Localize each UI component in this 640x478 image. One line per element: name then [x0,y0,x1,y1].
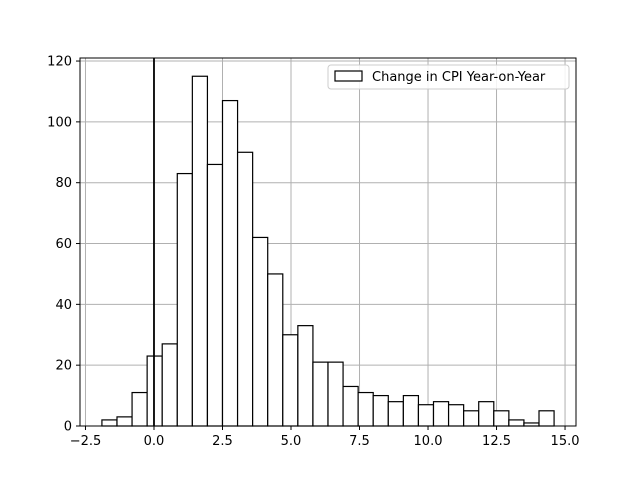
histogram-bar [131,391,148,427]
histogram-bar [282,334,299,427]
y-tick-label: 80 [55,176,72,191]
x-axis-ticks: −2.5 0.0 2.5 5.0 7.5 10.0 12.5 15.0 [70,426,580,449]
histogram-bar [116,416,133,427]
y-tick-label: 120 [47,55,72,70]
histogram-bars [101,75,555,427]
histogram-bar [101,419,118,427]
histogram-bar [327,361,344,427]
histogram-bar [161,343,178,427]
histogram-bar [191,75,209,427]
histogram-bar [221,99,239,427]
histogram-bar [267,273,284,427]
histogram-bar [447,404,465,427]
x-tick-label: 5.0 [281,434,302,449]
histogram-bar [508,419,525,427]
histogram-bar [478,401,495,427]
histogram-bar [402,394,420,427]
y-tick-label: 0 [64,420,72,435]
grid-lines [80,58,576,427]
histogram-bar [357,391,374,427]
x-tick-label: 15.0 [551,434,580,449]
legend-label: Change in CPI Year-on-Year [372,70,546,85]
y-tick-label: 20 [55,359,72,374]
y-tick-label: 100 [47,115,72,130]
histogram-bar [387,401,404,427]
x-tick-label: 12.5 [482,434,511,449]
histogram-bar [432,401,450,427]
legend: Change in CPI Year-on-Year [327,64,570,90]
legend-swatch [334,70,363,82]
histogram-bar [417,404,435,427]
histogram-bar [176,172,193,427]
x-tick-label: 2.5 [212,434,233,449]
y-axis-ticks: 0 20 40 60 80 100 120 [47,55,80,435]
x-tick-label: 7.5 [349,434,370,449]
histogram-bar [252,236,269,427]
histogram-bar [493,410,510,427]
axes-frame [79,57,577,427]
x-tick-label: 0.0 [144,434,165,449]
histogram-bar [372,394,389,427]
legend-box [327,64,570,90]
histogram-bar [206,163,224,427]
y-tick-label: 60 [55,237,72,252]
histogram-bar [463,410,480,427]
histogram-bar [538,410,555,427]
histogram-bar [312,361,329,427]
x-tick-label: −2.5 [70,434,102,449]
y-tick-label: 40 [55,298,72,313]
histogram-bar [297,325,314,427]
histogram-bar [342,385,359,427]
x-tick-label: 10.0 [414,434,443,449]
histogram-bar [236,151,254,427]
